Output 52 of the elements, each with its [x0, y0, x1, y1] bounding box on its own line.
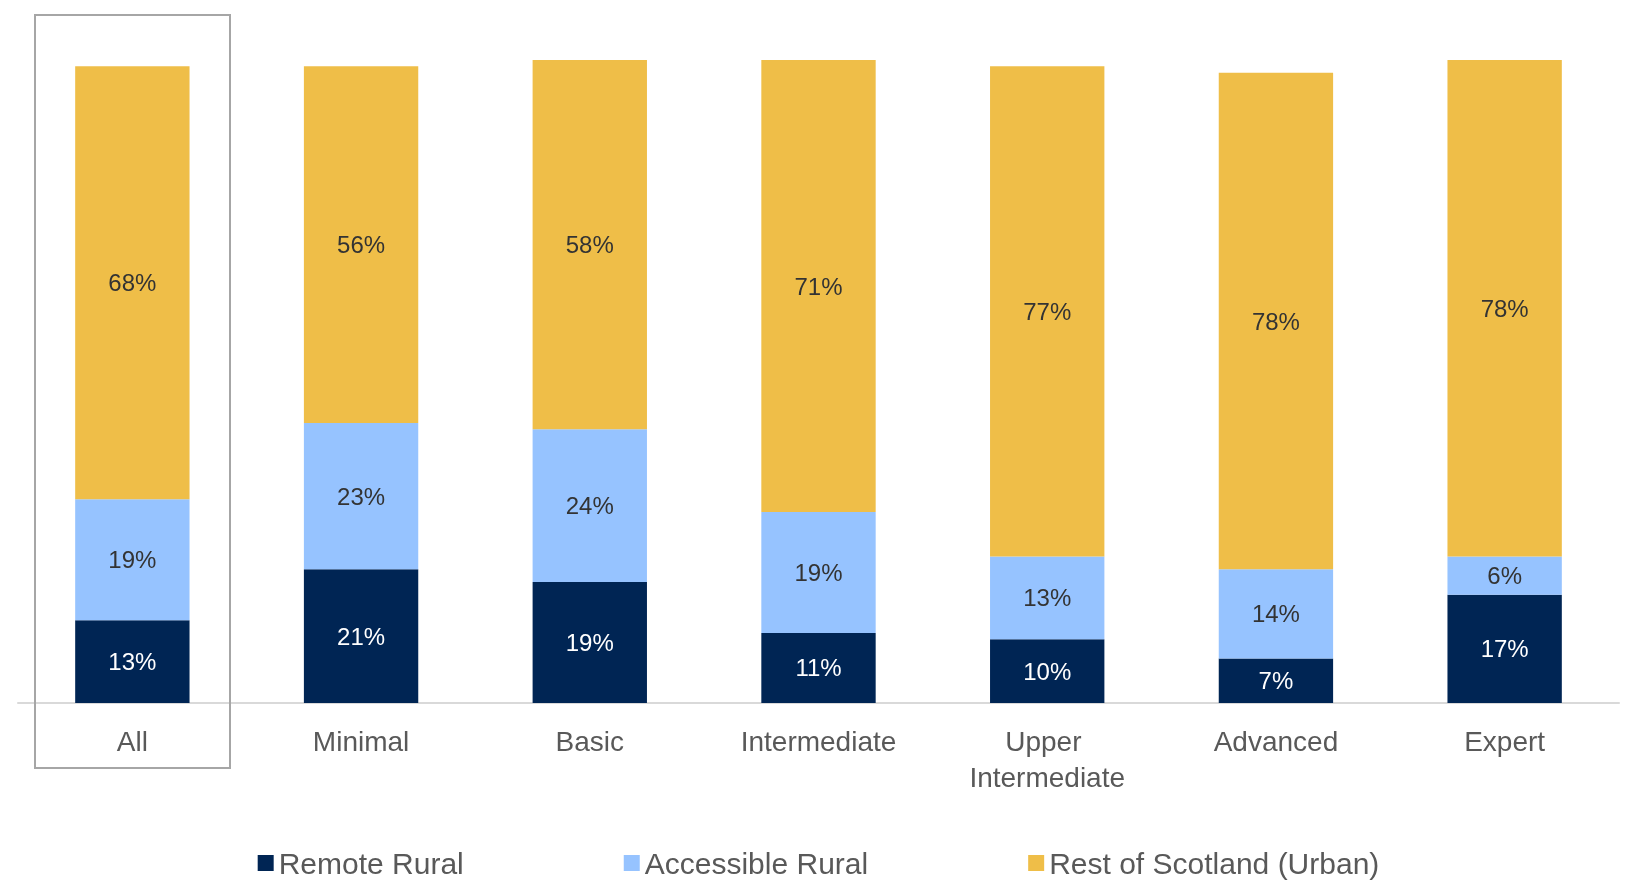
legend-label: Rest of Scotland (Urban) — [1049, 846, 1380, 880]
data-label: 13% — [1023, 584, 1072, 612]
data-label: 14% — [1251, 600, 1300, 628]
x-tick-label: Basic — [555, 725, 625, 757]
data-label: 10% — [1023, 657, 1072, 685]
bar — [75, 66, 190, 500]
x-tick-label: Expert — [1464, 725, 1546, 757]
data-label: 56% — [337, 231, 386, 259]
data-label: 13% — [108, 648, 157, 676]
data-label: 19% — [108, 546, 157, 574]
data-label: 21% — [337, 622, 386, 650]
bar — [303, 569, 419, 703]
bar — [761, 632, 876, 703]
data-label: 23% — [337, 482, 386, 510]
bar — [761, 60, 876, 513]
data-label: 78% — [1480, 294, 1529, 322]
data-label: 71% — [794, 272, 843, 300]
data-label: 77% — [1023, 297, 1072, 325]
bar — [761, 512, 876, 633]
bar — [990, 639, 1105, 703]
bar — [990, 66, 1105, 557]
bar — [1218, 569, 1334, 659]
data-label: 78% — [1251, 307, 1300, 335]
x-tick-label: Advanced — [1213, 725, 1339, 757]
bar — [1447, 594, 1562, 703]
legend-label: Accessible Rural — [644, 846, 869, 880]
data-label: 19% — [794, 558, 843, 586]
bar — [75, 620, 190, 703]
bar — [532, 582, 647, 703]
bar — [303, 66, 419, 423]
bar — [1218, 72, 1334, 570]
bar — [532, 60, 647, 430]
x-tick-label: Intermediate — [740, 725, 897, 757]
bar — [303, 422, 419, 570]
data-label: 68% — [108, 269, 157, 297]
bar — [75, 499, 190, 621]
bar — [990, 556, 1105, 640]
x-tick-label: Minimal — [312, 725, 410, 757]
data-label: 6% — [1487, 562, 1522, 590]
data-label: 24% — [565, 492, 614, 520]
bar — [1447, 60, 1562, 557]
x-tick-label: All — [116, 725, 148, 757]
bar — [1218, 658, 1334, 703]
data-label: 58% — [565, 231, 614, 259]
bar — [532, 429, 647, 583]
bar — [1447, 556, 1562, 595]
x-tick-label: Upper Intermediate — [969, 725, 1126, 793]
data-label: 17% — [1480, 635, 1529, 663]
data-label: 19% — [565, 629, 614, 657]
data-label: 7% — [1258, 667, 1294, 695]
data-label: 11% — [795, 654, 842, 682]
legend-label: Remote Rural — [278, 846, 464, 880]
